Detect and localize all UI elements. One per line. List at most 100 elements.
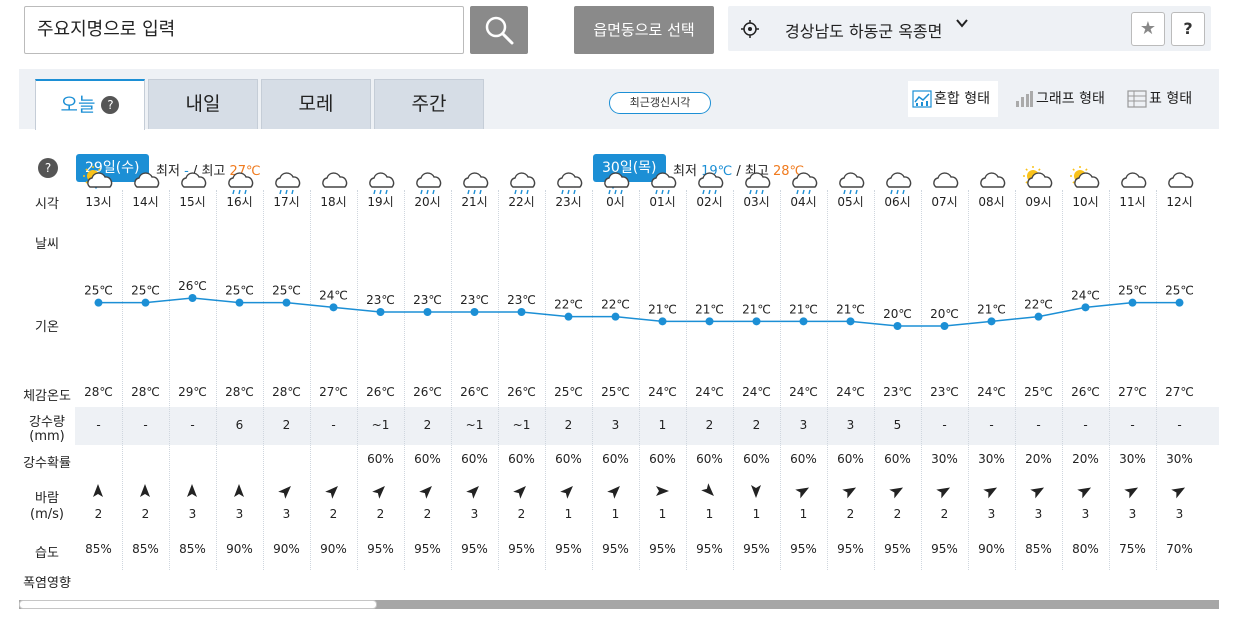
column-divider bbox=[263, 190, 264, 570]
hour-time: 16시 bbox=[226, 195, 253, 209]
precip-value: ~1 bbox=[465, 418, 484, 432]
temperature-line-chart: 25℃ 25℃ 26℃ 25℃ 25℃ 24℃ 23℃ 23℃ 23℃ 23℃ 22℃ 22℃ 21℃ 2… bbox=[84, 279, 1194, 330]
column-divider bbox=[733, 190, 734, 570]
temp-point bbox=[987, 317, 996, 326]
hour-column: 19시 26℃ ~1 60% 2 95% bbox=[357, 130, 404, 556]
precip-value: - bbox=[331, 418, 336, 432]
feels-like-value: 23℃ bbox=[930, 385, 959, 399]
wind-speed-value: 1 bbox=[658, 507, 667, 521]
hour-column: 16시 28℃ 6 3 90% bbox=[216, 130, 263, 556]
precip-prob-value: 20% bbox=[1025, 452, 1052, 466]
hour-time: 09시 bbox=[1025, 195, 1052, 209]
feels-like-value: 26℃ bbox=[413, 385, 442, 399]
temp-point bbox=[94, 298, 103, 307]
hour-time: 01시 bbox=[649, 195, 676, 209]
feels-like-value: 24℃ bbox=[836, 385, 865, 399]
wind-direction-icon bbox=[842, 487, 857, 499]
hour-column: 01시 24℃ 1 60% 1 95% bbox=[639, 130, 686, 556]
temp-point bbox=[611, 312, 620, 321]
column-divider bbox=[1109, 190, 1110, 570]
temp-label: 22℃ bbox=[1024, 298, 1053, 312]
temp-label: 26℃ bbox=[178, 279, 207, 293]
location-name[interactable]: 경상남도 하동군 옥종면 bbox=[785, 22, 943, 41]
humidity-value: 90% bbox=[273, 542, 300, 556]
humidity-value: 90% bbox=[320, 542, 347, 556]
gps-target-icon[interactable] bbox=[740, 19, 760, 39]
hour-time: 17시 bbox=[273, 195, 300, 209]
precip-prob-value: 30% bbox=[931, 452, 958, 466]
temp-label: 21℃ bbox=[836, 302, 865, 316]
top-bar: 주요지명으로 입력 읍면동으로 선택 경상남도 하동군 옥종면 ★ ? bbox=[0, 0, 1247, 60]
rain-icon bbox=[369, 172, 395, 195]
search-input[interactable]: 주요지명으로 입력 bbox=[24, 6, 464, 54]
precip-value: 2 bbox=[752, 418, 761, 432]
tab-tomorrow[interactable]: 내일 bbox=[148, 79, 258, 129]
wind-speed-value: 3 bbox=[1081, 507, 1090, 521]
precip-value: - bbox=[190, 418, 195, 432]
hour-column: 06시 23℃ 5 60% 2 95% bbox=[874, 130, 921, 556]
help-button[interactable]: ? bbox=[1171, 12, 1205, 46]
view-mixed-button[interactable]: 혼합 형태 bbox=[908, 81, 998, 117]
tab-day-after[interactable]: 모레 bbox=[261, 79, 371, 129]
wind-speed-value: 1 bbox=[705, 507, 714, 521]
wind-speed-value: 1 bbox=[752, 507, 761, 521]
wind-speed-value: 3 bbox=[470, 507, 479, 521]
precip-prob-value: 60% bbox=[367, 452, 394, 466]
humidity-value: 95% bbox=[414, 542, 441, 556]
cloudy-icon bbox=[181, 172, 207, 188]
help-icon[interactable]: ? bbox=[38, 158, 58, 178]
refresh-time-button[interactable]: 최근갱신시각 bbox=[609, 92, 711, 114]
search-button[interactable] bbox=[470, 6, 528, 54]
precip-prob-value: 30% bbox=[978, 452, 1005, 466]
precip-prob-value: 30% bbox=[1166, 452, 1193, 466]
hour-column: 20시 26℃ 2 60% 2 95% bbox=[404, 130, 451, 556]
row-label-wind-unit: (m/s) bbox=[30, 507, 64, 522]
favorite-star-button[interactable]: ★ bbox=[1131, 12, 1165, 46]
humidity-value: 95% bbox=[743, 542, 770, 556]
view-graph-button[interactable]: 그래프 형태 bbox=[1010, 81, 1105, 117]
humidity-value: 95% bbox=[555, 542, 582, 556]
scrollbar-thumb[interactable] bbox=[19, 600, 377, 609]
chevron-down-icon[interactable] bbox=[956, 17, 968, 33]
column-divider bbox=[545, 190, 546, 570]
feels-like-value: 24℃ bbox=[695, 385, 724, 399]
feels-like-value: 28℃ bbox=[131, 385, 160, 399]
hour-time: 10시 bbox=[1072, 195, 1099, 209]
temp-point bbox=[188, 294, 197, 302]
feels-like-value: 27℃ bbox=[1165, 385, 1194, 399]
temp-point bbox=[423, 308, 432, 316]
precip-value: - bbox=[1083, 418, 1088, 432]
precip-prob-value: 60% bbox=[743, 452, 770, 466]
column-divider bbox=[592, 190, 593, 570]
temp-point bbox=[1034, 312, 1043, 321]
temp-label: 21℃ bbox=[695, 302, 724, 316]
temp-point bbox=[846, 317, 855, 326]
wind-direction-icon bbox=[656, 486, 669, 496]
horizontal-scrollbar[interactable] bbox=[19, 600, 1219, 609]
wind-speed-value: 3 bbox=[235, 507, 244, 521]
humidity-value: 95% bbox=[508, 542, 535, 556]
column-divider bbox=[169, 190, 170, 570]
cloudy-icon bbox=[1121, 172, 1147, 188]
rain-icon bbox=[510, 172, 536, 195]
hour-time: 02시 bbox=[696, 195, 723, 209]
hour-column: 15시 29℃ - 3 85% bbox=[169, 130, 216, 556]
wind-direction-icon bbox=[325, 486, 338, 499]
tab-today[interactable]: 오늘? bbox=[35, 79, 145, 130]
wind-speed-value: 3 bbox=[1128, 507, 1137, 521]
view-graph-label: 그래프 형태 bbox=[1036, 91, 1105, 107]
view-table-button[interactable]: 표 형태 bbox=[1123, 81, 1192, 117]
row-label-feels: 체감온도 bbox=[23, 389, 71, 404]
feels-like-value: 28℃ bbox=[225, 385, 254, 399]
precip-value: ~1 bbox=[512, 418, 531, 432]
tab-weekly[interactable]: 주간 bbox=[374, 79, 484, 129]
temp-point bbox=[141, 298, 150, 307]
temp-label: 25℃ bbox=[1165, 284, 1194, 298]
help-icon[interactable]: ? bbox=[101, 96, 120, 114]
emd-select-button[interactable]: 읍면동으로 선택 bbox=[574, 6, 714, 54]
precip-value: 2 bbox=[705, 418, 714, 432]
view-table-label: 표 형태 bbox=[1149, 91, 1193, 107]
tab-area: 오늘? 내일 모레 주간 최근갱신시각 혼합 형태 그래프 형태 표 형태 bbox=[19, 69, 1219, 130]
feels-like-value: 29℃ bbox=[178, 385, 207, 399]
location-selector[interactable]: 경상남도 하동군 옥종면 ★ ? bbox=[728, 6, 1211, 51]
